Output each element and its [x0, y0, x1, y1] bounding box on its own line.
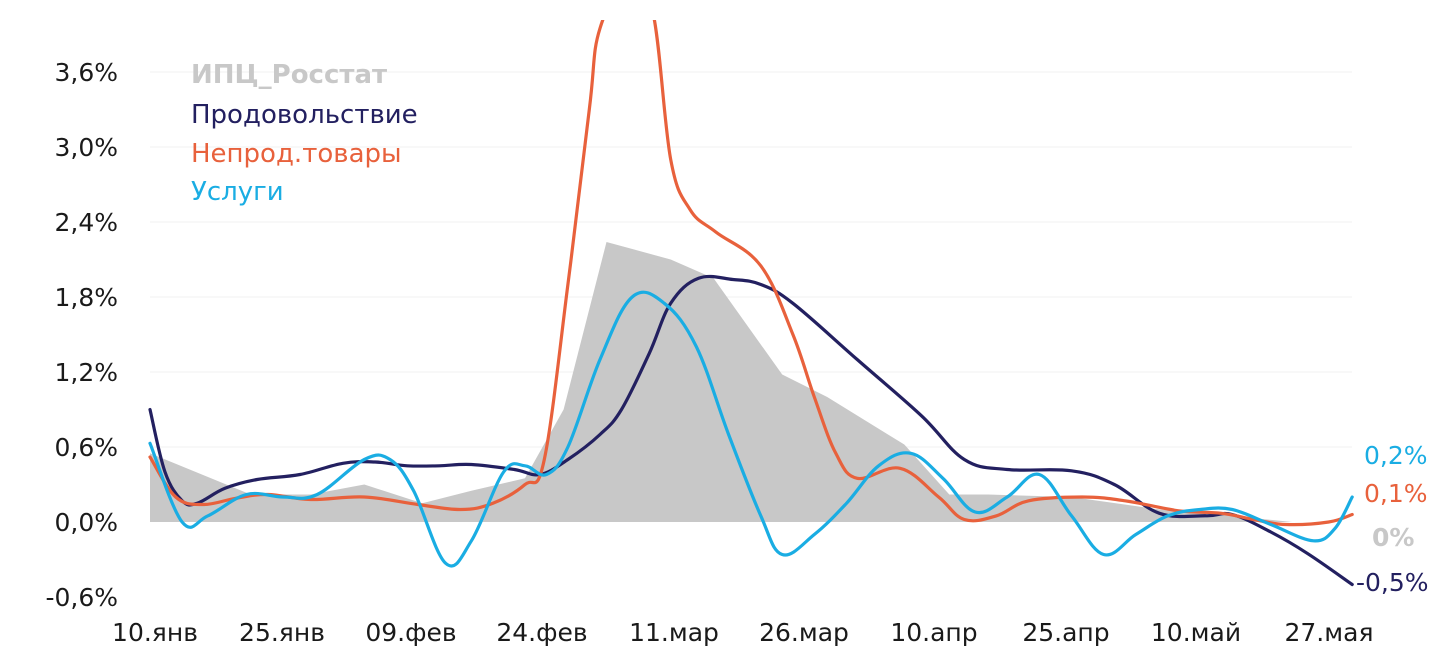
line-layer [148, 20, 1354, 587]
y-tick-label: 1,8% [54, 283, 118, 312]
x-axis-ticks: 10.янв 25.янв 09.фев 24.фев 11.мар 26.мар 10.а… [112, 618, 1373, 647]
x-tick-label: 25.янв [239, 618, 325, 647]
legend-entry: Услуги [191, 177, 284, 207]
series-end-label: 0,2% [1364, 441, 1428, 470]
series-end-label: 0,1% [1364, 479, 1428, 508]
y-tick-label: 1,2% [54, 358, 118, 387]
x-tick-label: 24.фев [496, 618, 587, 647]
y-tick-label: 3,6% [54, 58, 118, 87]
x-tick-label: 10.янв [112, 618, 198, 647]
x-tick-label: 10.апр [890, 618, 977, 647]
series-area-ipc [150, 242, 1293, 522]
x-tick-label: 11.мар [629, 618, 719, 647]
y-tick-label: 0,0% [54, 508, 118, 537]
y-tick-label: 0,6% [54, 433, 118, 462]
legend-entry: Непрод.товары [191, 139, 402, 169]
x-tick-label: 25.апр [1022, 618, 1109, 647]
y-tick-label: 2,4% [54, 208, 118, 237]
x-tick-label: 10.май [1151, 618, 1241, 647]
y-tick-label: -0,6% [45, 583, 118, 612]
legend-entry: ИПЦ_Росстат [191, 60, 387, 90]
x-tick-label: 09.фев [365, 618, 456, 647]
series-end-label: -0,5% [1356, 568, 1429, 597]
series-line-food [148, 274, 1354, 587]
series-line-services [148, 290, 1354, 568]
legend-entry: Продовольствие [191, 100, 418, 130]
series-line-nonfood [148, 20, 1354, 527]
end-labels: 0% -0,5% 0,1% 0,2% [1356, 441, 1429, 597]
y-axis-ticks: 3,6% 3,0% 2,4% 1,8% 1,2% 0,6% 0,0% -0,6% [45, 58, 118, 612]
area-layer [150, 242, 1293, 522]
y-tick-label: 3,0% [54, 133, 118, 162]
series-end-label: 0% [1372, 523, 1414, 552]
x-tick-label: 26.мар [759, 618, 849, 647]
x-tick-label: 27.мая [1285, 618, 1374, 647]
legend: ИПЦ_Росстат Продовольствие Непрод.товары Ус… [191, 60, 418, 207]
